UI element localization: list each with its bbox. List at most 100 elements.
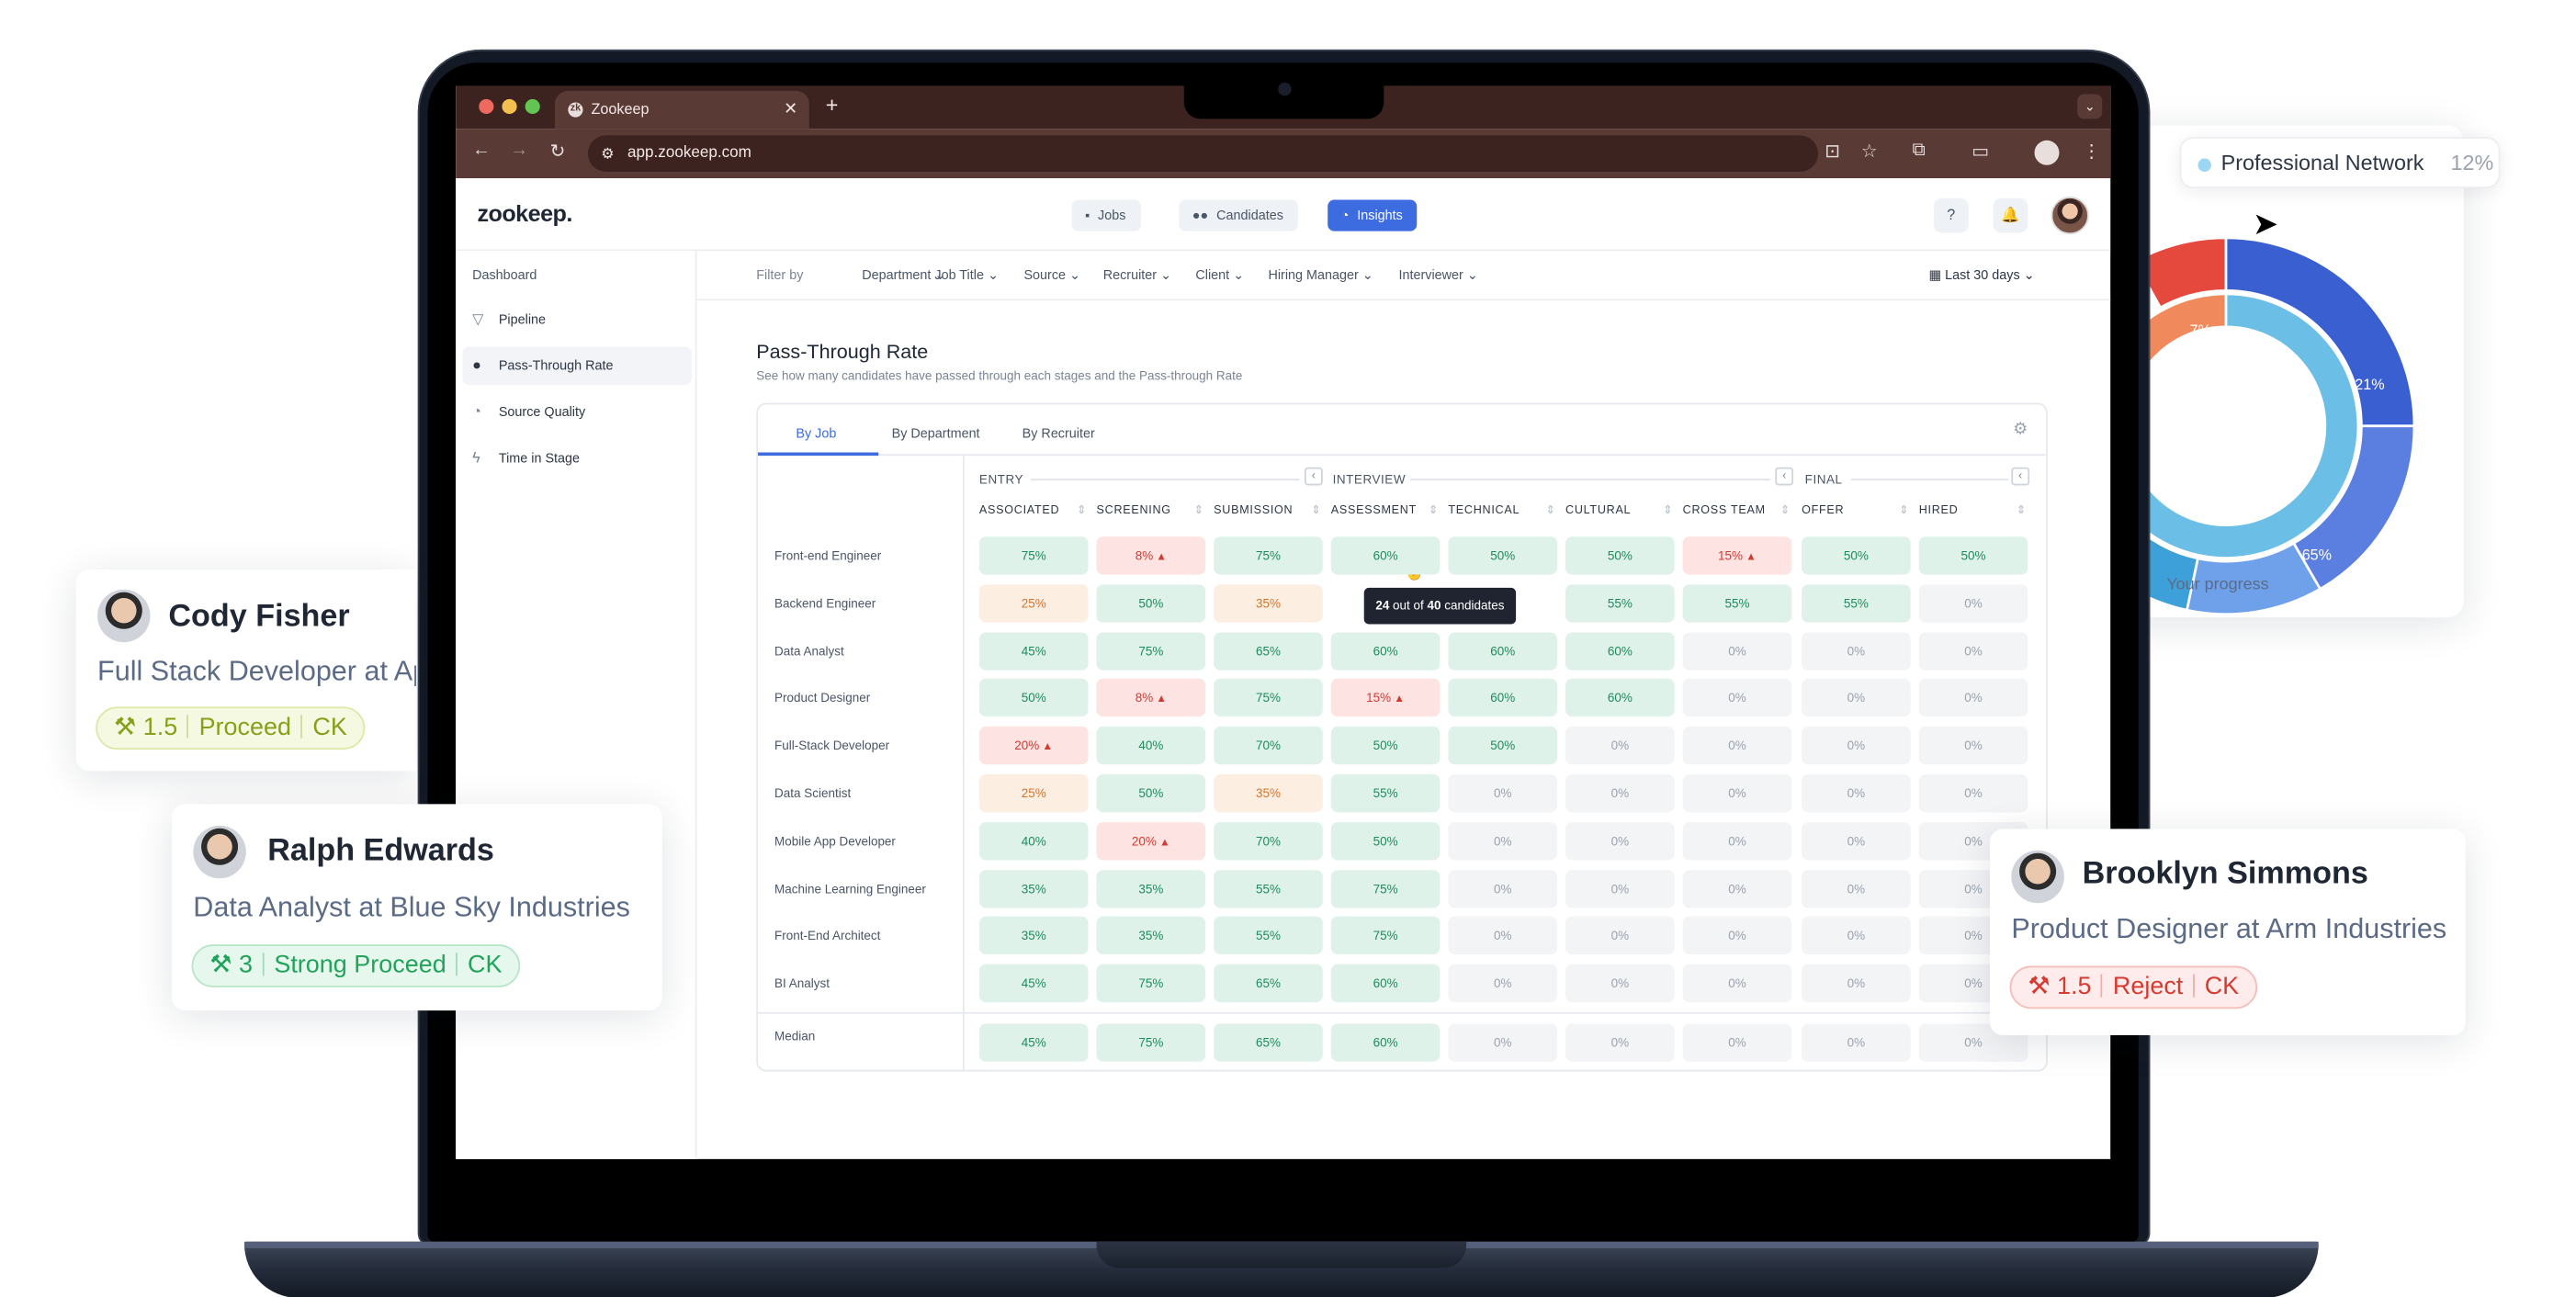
rate-cell[interactable]: 65% xyxy=(1214,631,1323,671)
filter-source[interactable]: Source ⌄ xyxy=(1023,267,1081,283)
sort-icon[interactable]: ⇕ xyxy=(1076,505,1087,517)
sidebar-item-pass-through-rate[interactable]: ● Pass-Through Rate xyxy=(462,346,693,385)
address-bar[interactable]: ⚙ app.zookeep.com xyxy=(587,135,1819,172)
rate-cell[interactable]: 0% xyxy=(1918,774,2028,813)
rate-cell[interactable]: 55% xyxy=(1214,869,1323,908)
close-window-dot[interactable] xyxy=(479,98,494,115)
filter-interviewer[interactable]: Interviewer ⌄ xyxy=(1398,267,1478,283)
filter-recruiter[interactable]: Recruiter ⌄ xyxy=(1102,267,1172,283)
rate-cell[interactable]: 20% ▲ xyxy=(1096,821,1206,861)
rate-cell[interactable]: 75% xyxy=(1330,869,1441,908)
sort-icon[interactable]: ⇕ xyxy=(1899,505,1909,517)
rate-cell[interactable]: 0% xyxy=(1802,917,1911,955)
rate-cell[interactable]: 0% xyxy=(1448,917,1558,955)
column-header-screening[interactable]: SCREENING xyxy=(1096,505,1171,517)
rate-cell[interactable]: 60% xyxy=(1565,631,1675,671)
rate-cell[interactable]: 0% xyxy=(1565,821,1675,861)
column-header-cultural[interactable]: CULTURAL xyxy=(1565,505,1632,517)
rate-cell[interactable]: 75% xyxy=(978,536,1089,575)
back-icon[interactable]: ← xyxy=(472,140,491,161)
site-settings-icon[interactable]: ⚙ xyxy=(601,145,615,163)
tab-search-icon[interactable]: ⌄ xyxy=(2077,94,2103,119)
rate-cell[interactable]: 75% xyxy=(1096,631,1206,671)
rate-cell[interactable]: 0% xyxy=(1918,679,2028,717)
rate-cell[interactable]: 8% ▲ xyxy=(1096,679,1206,717)
rate-cell[interactable]: 0% xyxy=(1565,774,1675,813)
rate-cell[interactable]: 50% xyxy=(1448,536,1558,575)
candidate-card-brooklyn-simmons[interactable]: Brooklyn Simmons Product Designer at Arm… xyxy=(1989,829,2466,1036)
collapse-final-icon[interactable]: ‹ xyxy=(2011,467,2030,486)
rate-cell[interactable]: 0% xyxy=(1682,727,1792,765)
install-app-icon[interactable]: ⊡ xyxy=(1825,141,1840,163)
zookeep-logo[interactable]: zookeep. xyxy=(477,199,572,227)
rate-cell[interactable]: 60% xyxy=(1330,536,1441,575)
candidate-card-cody-fisher[interactable]: Cody Fisher Full Stack Developer at Ap ⚒… xyxy=(75,570,416,772)
rate-cell[interactable]: 0% xyxy=(1682,917,1792,955)
rate-cell[interactable]: 50% xyxy=(1096,774,1206,813)
sort-icon[interactable]: ⇕ xyxy=(1663,505,1673,517)
rate-cell[interactable]: 25% xyxy=(978,583,1089,623)
rate-cell[interactable]: 0% xyxy=(1802,821,1911,861)
rate-cell[interactable]: 75% xyxy=(1096,964,1206,1003)
collapse-entry-icon[interactable]: ‹ xyxy=(1305,467,1323,486)
rate-cell[interactable]: 50% xyxy=(1330,821,1441,861)
rate-cell[interactable]: 0% xyxy=(1448,964,1558,1003)
rate-cell[interactable]: 60% xyxy=(1330,631,1441,671)
maximize-window-dot[interactable] xyxy=(525,98,540,115)
browser-menu-icon[interactable]: ⋮ xyxy=(2082,141,2101,163)
rate-cell[interactable]: 55% xyxy=(1565,583,1675,623)
rate-cell[interactable]: 55% xyxy=(1802,583,1911,623)
filter-client[interactable]: Client ⌄ xyxy=(1195,267,1245,283)
rate-cell[interactable]: 55% xyxy=(1682,583,1792,623)
rate-cell[interactable]: 35% xyxy=(1214,774,1323,813)
rate-cell[interactable]: 60% xyxy=(1330,964,1441,1003)
rate-cell[interactable]: 50% xyxy=(1448,727,1558,765)
rate-cell[interactable]: 60% xyxy=(1448,679,1558,717)
rate-cell[interactable]: 50% xyxy=(978,679,1089,717)
bookmark-star-icon[interactable]: ☆ xyxy=(1860,141,1878,163)
rate-cell[interactable]: 50% xyxy=(1096,583,1206,623)
scorecard-badge[interactable]: ⚒ 1.5 Reject CK xyxy=(2009,965,2257,1009)
rate-cell[interactable]: 0% xyxy=(1565,869,1675,908)
sidebar-item-time-in-stage[interactable]: ϟ Time in Stage xyxy=(462,439,692,477)
rate-cell[interactable]: 15% ▲ xyxy=(1682,536,1792,575)
rate-cell[interactable]: 35% xyxy=(1096,869,1206,908)
candidate-card-ralph-edwards[interactable]: Ralph Edwards Data Analyst at Blue Sky I… xyxy=(171,804,662,1011)
new-tab-icon[interactable]: + xyxy=(825,92,839,118)
rate-cell[interactable]: 50% xyxy=(1565,536,1675,575)
rate-cell[interactable]: 35% xyxy=(978,869,1089,908)
rate-cell[interactable]: 0% xyxy=(1918,631,2028,671)
scorecard-badge[interactable]: ⚒ 3 Strong Proceed CK xyxy=(191,944,521,987)
rate-cell[interactable]: 0% xyxy=(1682,869,1792,908)
rate-cell[interactable]: 0% xyxy=(1802,774,1911,813)
rate-cell[interactable]: 0% xyxy=(1918,583,2028,623)
filter-hiring-manager[interactable]: Hiring Manager ⌄ xyxy=(1268,267,1373,283)
rate-cell[interactable]: 0% xyxy=(1682,821,1792,861)
rate-cell[interactable]: 0% xyxy=(1918,727,2028,765)
rate-cell[interactable]: 50% xyxy=(1802,536,1911,575)
rate-cell[interactable]: 45% xyxy=(978,631,1089,671)
rate-cell[interactable]: 75% xyxy=(1214,679,1323,717)
nav-jobs[interactable]: ▪ Jobs xyxy=(1071,199,1141,231)
forward-icon[interactable]: → xyxy=(510,140,529,161)
rate-cell[interactable]: 60% xyxy=(1565,679,1675,717)
tab-by-recruiter[interactable]: By Recruiter xyxy=(1022,425,1095,441)
rate-cell[interactable]: 0% xyxy=(1802,964,1911,1003)
rate-cell[interactable]: 25% xyxy=(978,774,1089,813)
rate-cell[interactable]: 70% xyxy=(1214,821,1323,861)
rate-cell[interactable]: 60% xyxy=(1448,631,1558,671)
rate-cell[interactable]: 0% xyxy=(1682,774,1792,813)
profile-avatar-icon[interactable] xyxy=(2034,140,2060,165)
rate-cell[interactable]: 35% xyxy=(978,917,1089,955)
rate-cell[interactable]: 8% ▲ xyxy=(1096,536,1206,575)
rate-cell[interactable]: 75% xyxy=(1214,536,1323,575)
rate-cell[interactable]: 0% xyxy=(1802,631,1911,671)
column-header-cross-team[interactable]: CROSS TEAM xyxy=(1682,505,1766,517)
rate-cell[interactable]: 35% xyxy=(1214,583,1323,623)
rate-cell[interactable]: 40% xyxy=(978,821,1089,861)
sidebar-item-source-quality[interactable]: ◔ Source Quality xyxy=(462,393,692,431)
collapse-interview-icon[interactable]: ‹ xyxy=(1775,467,1794,486)
filter-job-title[interactable]: Job Title ⌄ xyxy=(934,267,1000,283)
rate-cell[interactable]: 75% xyxy=(1330,917,1441,955)
settings-gear-icon[interactable]: ⚙ xyxy=(2013,421,2028,440)
